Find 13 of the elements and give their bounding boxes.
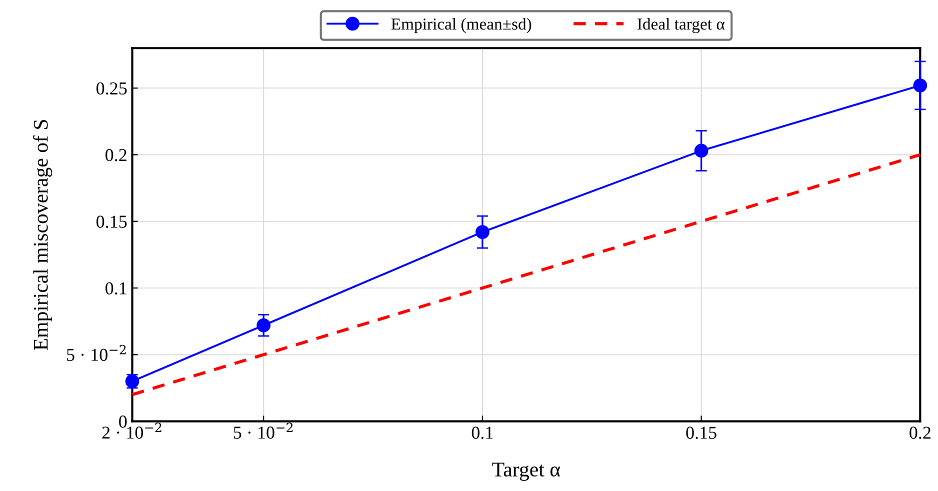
y-tick-label: 0.25 [96,82,127,95]
legend-label: Ideal target α [637,18,725,34]
x-tick-label: 0.1 [472,426,493,439]
y-tick-label: 0.2 [106,148,126,162]
y-axis-title: Empirical miscoverage of S [32,120,52,350]
x-tick-label: 0.15 [686,426,716,439]
x-tick-label: 5 · 10$^{−2}$ [234,422,293,439]
x-axis-title: Target α [492,462,560,481]
y-tick-label: 0.15 [96,216,127,228]
y-tick-label: 5 · 10$^{−2}$ [67,344,126,361]
y-tick-label: 0.1 [106,282,126,295]
x-tick-label: 0.2 [910,426,930,439]
legend-label: Empirical (mean±sd) [391,18,532,34]
